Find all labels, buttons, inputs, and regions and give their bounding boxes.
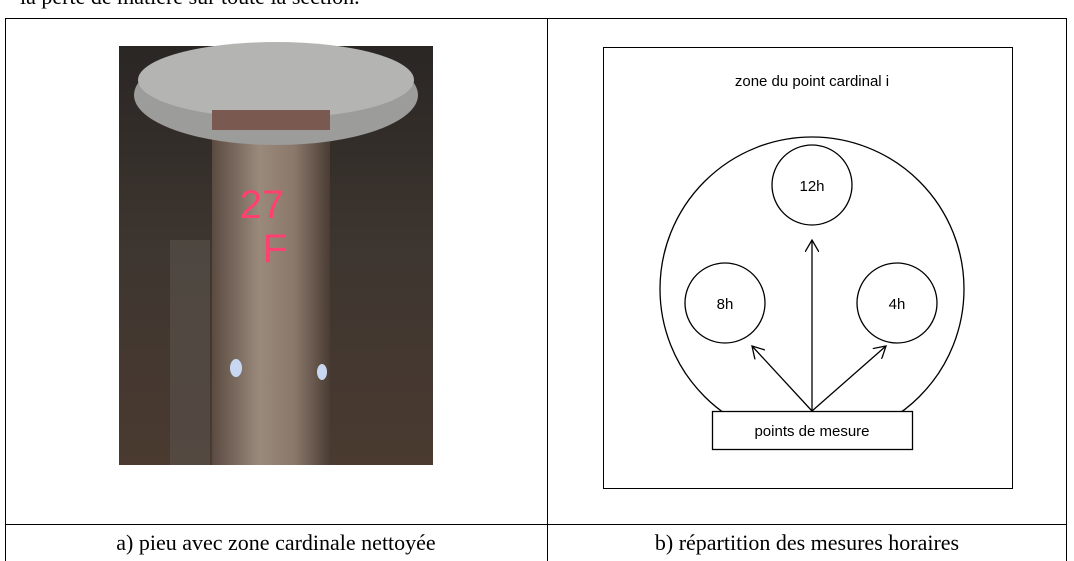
caption: a) pieu avec zone cardinale nettoyée xyxy=(116,530,435,555)
caption: b) répartition des mesures horaires xyxy=(655,530,959,555)
point-label: 8h xyxy=(717,296,734,313)
point-label: 4h xyxy=(889,296,906,313)
diagram: zone du point cardinal i 12h 8h 4h point… xyxy=(603,47,1013,489)
photo: 27 F xyxy=(119,42,433,465)
pile-marking: 27 xyxy=(240,183,285,227)
measure-label: points de mesure xyxy=(754,423,869,440)
table-borders xyxy=(5,18,1067,561)
point-label: 12h xyxy=(799,178,824,195)
pile-marking: F xyxy=(263,227,287,271)
zone-label: zone du point cardinal i xyxy=(735,73,889,90)
intro-text: la perte de matière sur toute la section… xyxy=(20,0,360,9)
